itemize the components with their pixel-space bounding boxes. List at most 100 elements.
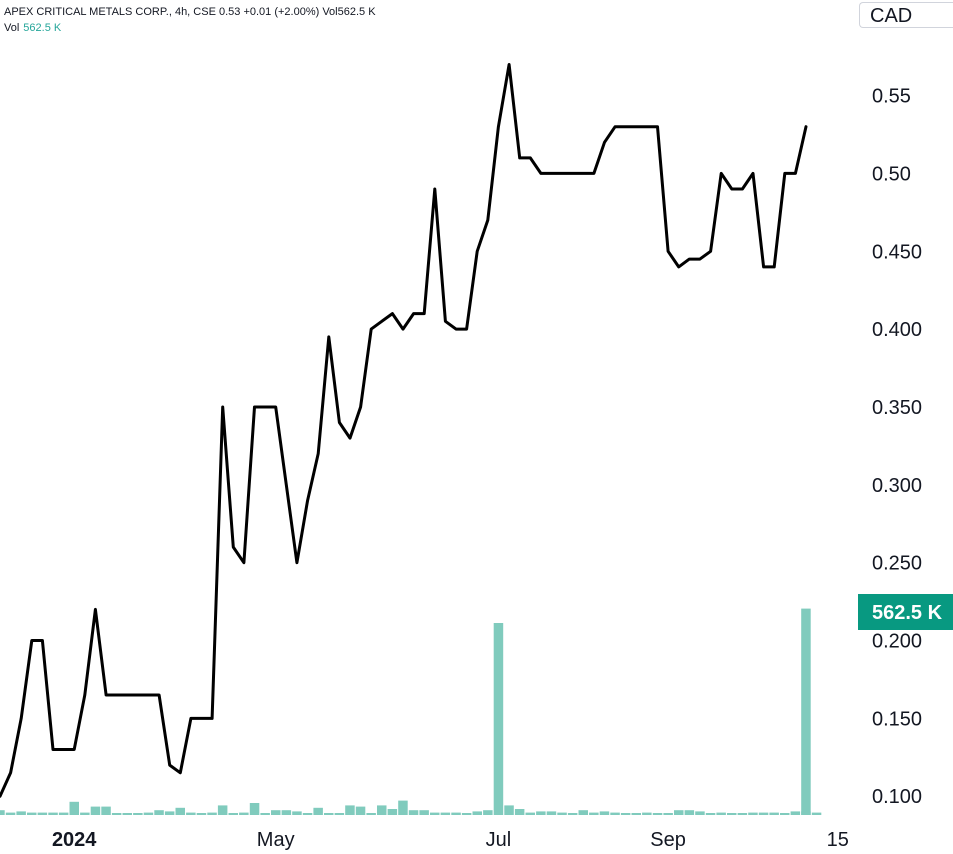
volume-bar [674,810,684,815]
legend-volume-line: Vol 562.5 K [4,20,376,36]
y-tick-label: 0.250 [872,553,922,575]
currency-button[interactable]: CAD [859,2,953,28]
volume-bar [217,805,228,815]
volume-bar [101,806,111,815]
y-tick-label: 0.350 [872,397,922,419]
volume-bar [546,811,557,815]
volume-bar [345,805,355,815]
volume-bar [154,810,164,815]
y-tick-label: 0.50 [872,163,911,185]
legend-volume-value: 562.5 K [23,22,62,34]
volume-bar [652,813,663,815]
volume-bar [769,812,779,815]
volume-bar [737,813,748,815]
x-axis: 2024 May Jul Sep 15 [52,829,849,851]
volume-bar [419,810,429,815]
volume-bar [313,807,323,815]
y-tick-label: 0.55 [872,86,911,108]
volume-bar [620,813,631,815]
volume-bar [790,811,801,815]
volume-bar [483,810,493,815]
volume-bar [228,813,238,815]
legend-symbol-line: APEX CRITICAL METALS CORP., 4h, CSE 0.53… [4,6,376,18]
volume-bar [663,813,673,815]
legend-volume-label: Vol [4,22,20,34]
last-volume-badge-bg [858,594,953,630]
volume-bar [727,813,737,815]
volume-bar [58,812,69,815]
volume-bar [557,812,567,815]
y-tick-label: 0.150 [872,708,922,730]
volume-bar [705,813,716,815]
x-tick-label: May [257,829,295,851]
volume-bar [249,803,260,815]
volume-bar [440,812,451,815]
volume-bar [324,813,334,815]
volume-bar [430,812,440,815]
volume-bar [525,812,535,815]
volume-bar [292,811,302,815]
volume-bar [27,812,37,815]
volume-bar [302,813,313,815]
volume-bar [811,812,822,815]
volume-bar [493,623,504,815]
volume-bar [504,805,514,815]
volume-bar [589,812,599,815]
y-tick-label: 0.450 [872,241,922,263]
last-volume-badge: 562.5 K [858,594,953,630]
volume-bar [196,813,207,815]
y-tick-label: 0.100 [872,786,922,808]
volume-bar [377,805,387,815]
volume-bar [90,806,101,815]
volume-bar [186,812,196,815]
volume-bar [366,813,376,815]
volume-bar [758,812,769,815]
volume-bar [69,801,79,815]
volume-bar [164,811,175,815]
volume-bar [143,812,154,815]
volume-bar [684,810,695,815]
volume-bar [334,813,345,815]
volume-bar [111,813,122,815]
volume-bar [408,810,419,815]
volume-bar [207,812,217,815]
volume-bar [260,813,270,815]
volume-bar [48,812,58,815]
volume-bars [0,608,822,815]
volume-bar [578,810,588,815]
y-tick-label: 0.200 [872,631,922,653]
volume-bar [355,806,366,815]
volume-bar [5,812,16,815]
volume-bar [472,811,482,815]
x-tick-label: 15 [827,829,849,851]
volume-bar [610,812,620,815]
volume-bar [387,809,398,815]
volume-bar [398,800,408,815]
volume-bar [16,811,26,815]
volume-bar [451,812,461,815]
volume-bar [281,810,292,815]
volume-bar [631,813,641,815]
last-volume-badge-label: 562.5 K [872,602,943,624]
volume-bar [567,813,578,815]
y-tick-label: 0.400 [872,319,922,341]
volume-bar [599,811,610,815]
volume-bar [239,812,249,815]
volume-bar [536,811,546,815]
volume-bar [122,813,132,815]
volume-bar [80,812,90,815]
volume-bar [133,813,143,815]
x-tick-label: 2024 [52,829,97,851]
y-axis: 0.55 0.50 0.450 0.400 0.350 0.300 0.250 0.200 0.… [872,86,922,809]
volume-bar [748,812,758,815]
x-tick-label: Sep [650,829,686,851]
volume-bar [461,813,472,815]
volume-bar [695,811,705,815]
volume-bar [780,813,790,815]
volume-bar [175,807,185,815]
x-tick-label: Jul [486,829,512,851]
volume-bar [716,812,726,815]
volume-bar [271,810,281,815]
y-tick-label: 0.300 [872,475,922,497]
